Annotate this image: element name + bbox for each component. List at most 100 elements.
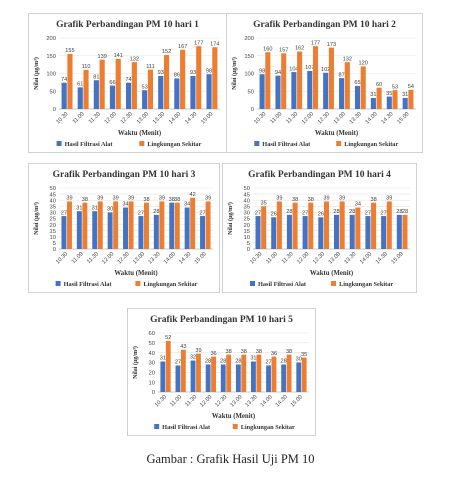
data-label: 34 (122, 202, 128, 208)
data-label: 120 (359, 61, 368, 67)
bar-ambient (392, 90, 398, 109)
y-tick-label: 20 (50, 223, 56, 229)
y-tick-label: 30 (149, 361, 155, 367)
legend-label: Hasil Filtrasi Alat (162, 424, 211, 431)
bar-filter (61, 216, 67, 249)
bar-filter (286, 214, 292, 249)
x-tick-label: 14.30 (380, 111, 394, 125)
data-label: 39 (323, 196, 329, 202)
data-label: 38 (226, 349, 232, 355)
data-label: 93 (190, 70, 196, 76)
data-label: 38 (143, 197, 149, 203)
bar-ambient (297, 51, 303, 109)
data-label: 27 (265, 360, 271, 366)
y-tick-label: 100 (244, 72, 254, 78)
data-label: 38 (256, 349, 262, 355)
bar-filter (354, 85, 361, 109)
chart-title: Grafik Perbandingan PM 10 hari 1 (56, 20, 199, 30)
y-tick-label: 15 (244, 229, 250, 235)
x-tick-label: 10.30 (55, 111, 69, 125)
y-tick-label: 100 (46, 72, 56, 78)
data-label: 53 (142, 84, 148, 90)
data-label: 152 (162, 49, 171, 55)
data-label: 94 (275, 70, 281, 76)
data-label: 162 (295, 46, 304, 52)
legend-swatch (254, 141, 260, 146)
bar-chart-day-4: Grafik Perbandingan PM 10 hari 4 05101520… (227, 170, 410, 288)
bar-ambient (180, 49, 186, 109)
x-tick-label: 12.30 (120, 111, 134, 125)
data-label: 31 (92, 205, 98, 211)
bar-filter (339, 78, 345, 109)
x-tick-label: 14.30 (184, 111, 198, 125)
bar-filter (76, 211, 82, 249)
bar-filter (125, 82, 132, 109)
bar-ambient (211, 356, 216, 392)
y-tick-label: 35 (244, 205, 250, 211)
data-label: 167 (178, 44, 187, 50)
data-label: 32 (190, 355, 196, 361)
x-tick-label: 13.00 (132, 251, 146, 265)
bar-filter (174, 78, 180, 109)
bar-ambient (355, 207, 361, 249)
y-tick-label: 0 (53, 107, 56, 113)
data-label: 28 (286, 209, 292, 215)
bar-ambient (281, 53, 287, 109)
data-label: 86 (174, 73, 180, 79)
data-label: 31 (370, 92, 376, 98)
x-tick-label: 11.30 (88, 111, 102, 125)
y-tick-label: 40 (149, 351, 155, 357)
y-tick-label: 0 (247, 247, 250, 253)
x-tick-label: 14.00 (260, 394, 274, 408)
data-label: 39 (386, 196, 392, 202)
bar-ambient (159, 201, 165, 249)
data-label: 53 (392, 84, 398, 90)
bar-ambient (205, 201, 211, 249)
data-label: 28 (402, 209, 408, 215)
bar-filter (138, 216, 144, 249)
x-tick-label: 14.30 (275, 394, 289, 408)
data-label: 28 (396, 209, 402, 215)
data-label: 38 (308, 197, 314, 203)
data-label: 139 (97, 54, 106, 60)
data-label: 42 (190, 192, 196, 198)
y-tick-label: 25 (50, 217, 56, 223)
bar-ambient (144, 202, 149, 249)
bar-filter (349, 214, 355, 249)
data-label: 28 (220, 359, 226, 365)
bar-ambient (308, 202, 314, 249)
legend-label: Hasil Filtrasi Alat (65, 141, 114, 148)
x-tick-label: 11.30 (86, 251, 100, 265)
legend-label: Hasil Filtrasi Alat (258, 281, 307, 288)
data-label: 38 (82, 197, 88, 203)
data-label: 31 (250, 356, 256, 362)
bar-filter (200, 216, 205, 249)
bar-ambient (163, 55, 170, 109)
data-label: 66 (109, 80, 115, 86)
legend-swatch (232, 424, 238, 429)
bar-ambient (408, 89, 414, 109)
y-axis-label: Nilai (µg/m³) (33, 202, 40, 235)
bar-ambient (83, 69, 89, 109)
bar-ambient (301, 357, 307, 392)
data-label: 26 (318, 211, 324, 217)
data-label: 132 (130, 56, 139, 62)
x-tick-label: 11.00 (265, 251, 279, 265)
bar-ambient (360, 66, 366, 109)
bar-filter (291, 72, 297, 109)
bar-ambient (212, 47, 218, 109)
chart-panel-day-3: Grafik Perbandingan PM 10 hari 3 0 5 10 15 20… (28, 163, 220, 293)
x-tick-label: 10.30 (55, 251, 69, 265)
data-label: 27 (199, 210, 205, 216)
y-tick-label: 35 (50, 205, 56, 211)
data-label: 174 (210, 41, 219, 47)
y-tick-label: 20 (244, 223, 250, 229)
bar-ambient (265, 52, 271, 109)
data-label: 30 (296, 357, 302, 363)
data-label: 39 (128, 196, 134, 202)
data-label: 28 (333, 209, 339, 215)
data-label: 35 (386, 91, 392, 97)
legend-swatch (55, 281, 61, 286)
bar-ambient (226, 354, 232, 392)
data-label: 27 (175, 360, 181, 366)
